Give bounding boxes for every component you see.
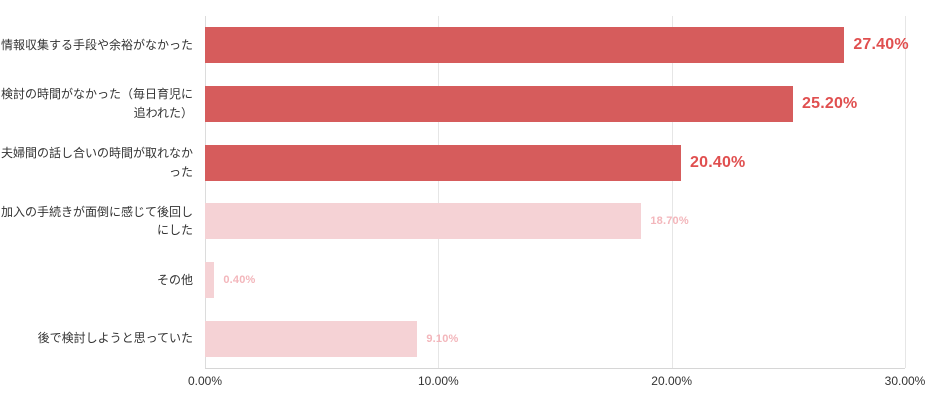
chart-row: その他 0.40% (0, 251, 928, 310)
plot-area (205, 16, 906, 369)
bar (205, 144, 681, 181)
chart-row: 情報収集する手段や余裕がなかった 27.40% (0, 16, 928, 75)
category-label: 検討の時間がなかった（毎日育児に追われた） (0, 87, 193, 120)
x-axis: 0.00% 10.00% 20.00% 30.00% (188, 374, 925, 394)
category-label: 加入の手続きが面倒に感じて後回しにした (0, 204, 193, 238)
bar-track: 0.40% (205, 251, 928, 310)
x-tick-label: 10.00% (417, 374, 459, 388)
value-label: 20.40% (690, 153, 746, 171)
bar (205, 203, 642, 240)
bar (205, 320, 418, 357)
category-label: 情報収集する手段や余裕がなかった (0, 38, 193, 53)
category-label: 夫婦間の話し合いの時間が取れなかった (0, 146, 193, 179)
value-label: 27.40% (853, 36, 909, 54)
bar-track: 20.40% (205, 133, 928, 192)
x-tick-label: 0.00% (187, 374, 223, 388)
bar (205, 262, 215, 299)
category-label: その他 (156, 272, 193, 287)
gridline (438, 16, 440, 368)
bar (205, 86, 793, 122)
bar-rows: 情報収集する手段や余裕がなかった 27.40% 検討の時間がなかった（毎日育児に追わ… (0, 16, 928, 368)
value-label: 9.10% (426, 332, 459, 345)
bar (205, 27, 845, 64)
value-label: 18.70% (650, 215, 689, 228)
gridline (671, 16, 673, 368)
chart-row: 後で検討しようと思っていた 9.10% (0, 309, 928, 368)
gridline (905, 16, 906, 368)
category-label: 後で検討しようと思っていた (37, 331, 193, 346)
chart-row: 夫婦間の話し合いの時間が取れなかった 20.40% (0, 133, 928, 192)
x-tick-label: 30.00% (884, 374, 926, 388)
chart-row: 検討の時間がなかった（毎日育児に追われた） 25.20% (0, 75, 928, 134)
chart-row: 加入の手続きが面倒に感じて後回しにした 18.70% (0, 192, 928, 251)
bar-track: 25.20% (205, 75, 928, 134)
value-label: 25.20% (802, 95, 858, 112)
bar-track: 27.40% (205, 16, 928, 75)
bar-track: 9.10% (205, 309, 928, 368)
x-tick-label: 20.00% (651, 374, 693, 388)
gridline (205, 16, 206, 368)
value-label: 0.40% (223, 274, 256, 287)
bar-track: 18.70% (205, 192, 928, 251)
